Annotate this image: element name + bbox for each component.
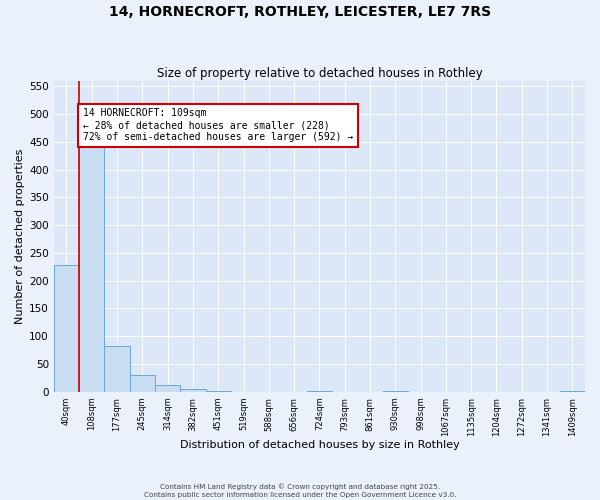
Text: Contains HM Land Registry data © Crown copyright and database right 2025.
Contai: Contains HM Land Registry data © Crown c…: [144, 484, 456, 498]
Text: 14, HORNECROFT, ROTHLEY, LEICESTER, LE7 7RS: 14, HORNECROFT, ROTHLEY, LEICESTER, LE7 …: [109, 5, 491, 19]
Bar: [104, 346, 130, 392]
Bar: [180, 389, 206, 392]
Y-axis label: Number of detached properties: Number of detached properties: [15, 148, 25, 324]
Title: Size of property relative to detached houses in Rothley: Size of property relative to detached ho…: [157, 66, 482, 80]
Bar: [130, 375, 155, 392]
Text: 14 HORNECROFT: 109sqm
← 28% of detached houses are smaller (228)
72% of semi-det: 14 HORNECROFT: 109sqm ← 28% of detached …: [83, 108, 353, 142]
X-axis label: Distribution of detached houses by size in Rothley: Distribution of detached houses by size …: [179, 440, 459, 450]
Bar: [155, 385, 180, 392]
Bar: [54, 265, 79, 392]
Bar: [79, 139, 104, 392]
